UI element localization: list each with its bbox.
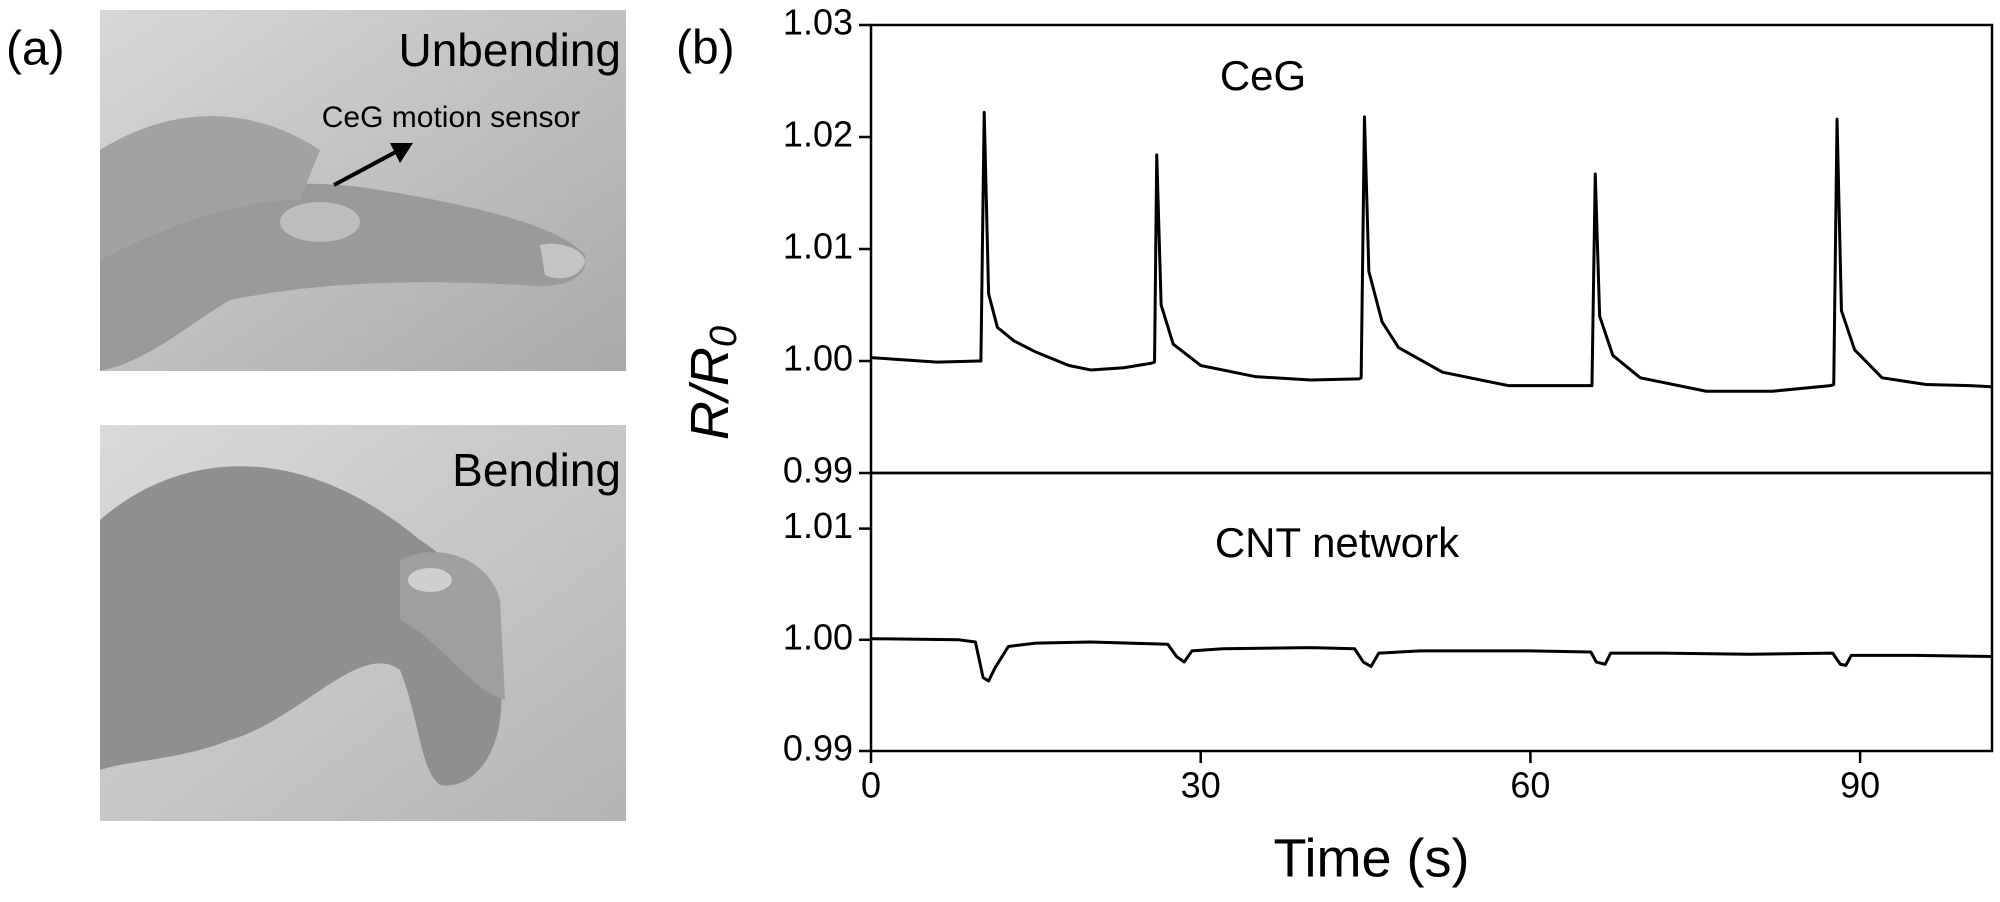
annotation-arrow	[333, 143, 413, 187]
plot-frame	[869, 23, 1994, 475]
y-tick-label: 1.01	[783, 226, 853, 267]
y-tick-label: 1.00	[783, 616, 853, 657]
photo-unbending	[100, 10, 626, 371]
x-tick-label: 90	[1840, 765, 1880, 806]
y-tick-label: 0.99	[783, 728, 853, 769]
panel-label: (b)	[676, 22, 735, 75]
series-label: CNT network	[1215, 519, 1460, 566]
x-tick-label: 60	[1510, 765, 1550, 806]
photo-caption: Bending	[452, 444, 621, 496]
panel-label: (a)	[6, 23, 65, 76]
y-axis-title: R/R0	[680, 326, 745, 440]
y-tick-label: 1.00	[783, 338, 853, 379]
plot-frame	[869, 471, 1994, 753]
y-tick-label: 1.02	[783, 114, 853, 155]
photo-bending	[100, 425, 626, 821]
y-axis-title-sub: 0	[703, 326, 745, 347]
photo-annotation: CeG motion sensor	[322, 101, 580, 134]
y-tick-label: 1.03	[783, 2, 853, 43]
y-tick-label: 0.99	[783, 450, 853, 491]
data-line	[870, 637, 1993, 683]
x-tick-label: 30	[1181, 765, 1221, 806]
photo-caption: Unbending	[398, 24, 621, 76]
x-axis-title: Time (s)	[1274, 828, 1470, 888]
series-label: CeG	[1220, 52, 1306, 99]
y-axis-title-main: R/R	[680, 347, 740, 440]
data-line	[870, 110, 1993, 393]
x-tick-label: 0	[861, 765, 881, 806]
y-tick-label: 1.01	[783, 505, 853, 546]
